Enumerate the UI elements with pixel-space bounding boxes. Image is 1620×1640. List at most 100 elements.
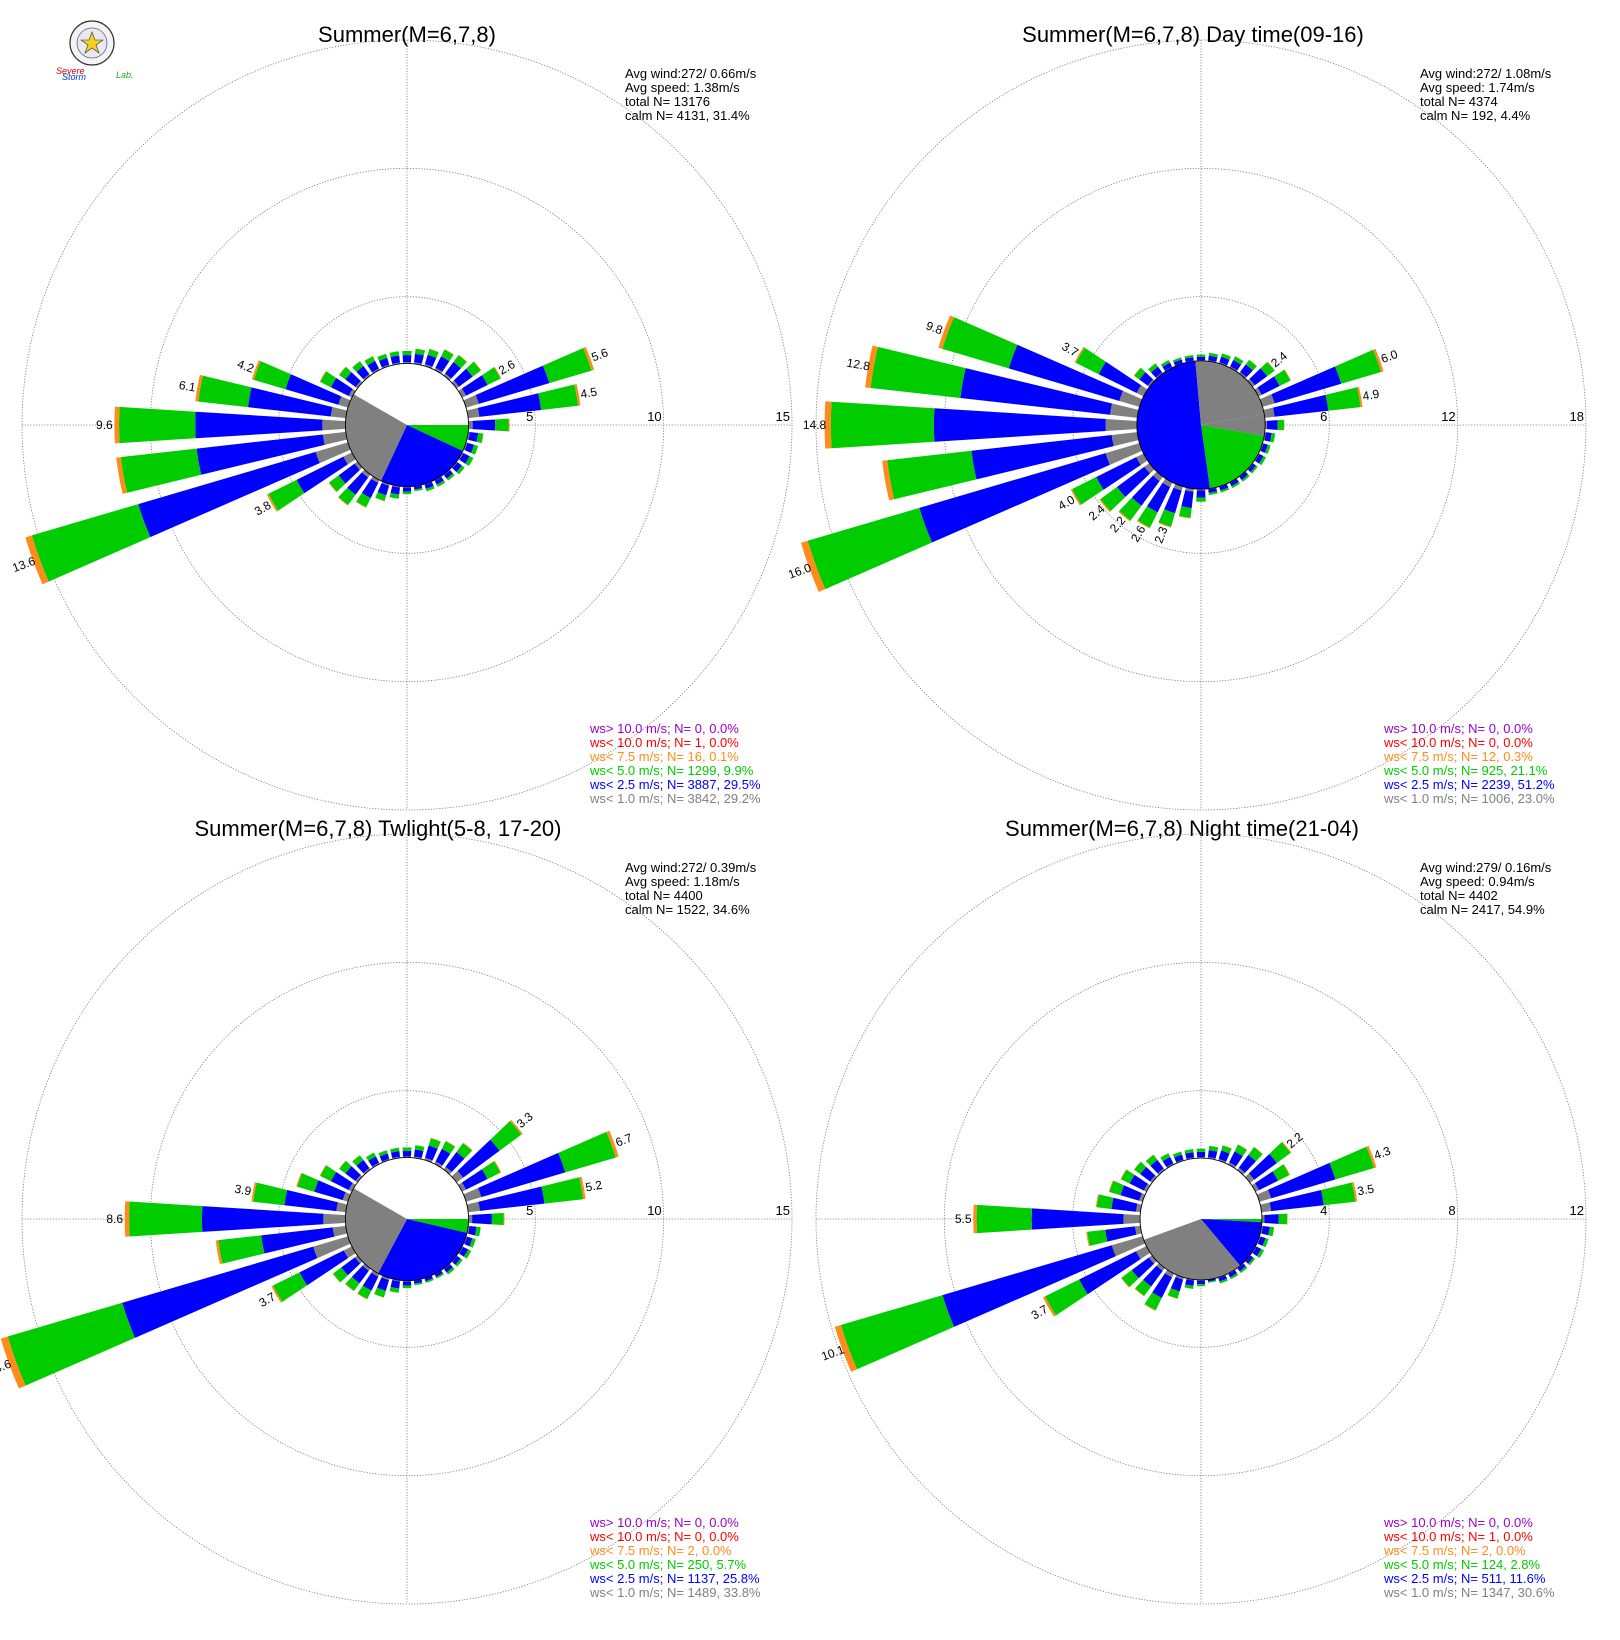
wind-bar-segment-cat2 [314,1180,346,1201]
wind-bar-segment-cat4 [1366,1145,1377,1169]
bar-value-label: 4.2 [235,357,256,376]
wind-bar-segment-cat1 [1111,1236,1146,1257]
wind-bar [328,461,363,493]
wind-bar-segment-cat4 [1267,361,1276,371]
wind-bar-segment-cat3 [446,1267,455,1275]
bar-value-label: 2.3 [1152,524,1171,545]
wind-bar-segment-cat2 [1240,364,1253,378]
wind-bar-segment-cat1 [330,406,348,419]
ring-label: 4 [1320,1203,1327,1218]
ring-label: 10 [647,409,661,424]
wind-bar-segment-cat2 [1162,362,1173,371]
wind-bar: 6.0 [1259,347,1400,407]
legend-entry: ws< 7.5 m/s; N= 12, 0.3% [1383,749,1533,764]
wind-bar-segment-cat2 [1238,1154,1256,1173]
wind-bar-segment-cat2 [261,1227,335,1254]
wind-bar-segment-cat1 [1139,1193,1146,1202]
bar-value-label: 5.5 [955,1212,972,1226]
wind-bar-segment-cat2 [1120,1185,1142,1201]
wind-bar-segment-cat2 [1098,361,1142,394]
wind-bar-segment-cat2 [1031,1208,1124,1230]
wind-bar: 6.7 [463,1131,634,1202]
grid-ring [815,39,1587,811]
wind-bar-segment-cat2 [296,456,348,494]
wind-bar-segment-cat2 [402,487,412,492]
wind-bar [365,1152,380,1168]
wind-bar-segment-cat3 [333,1267,348,1283]
wind-bar [443,1142,473,1175]
wind-bar-segment-cat1 [1150,1175,1157,1183]
wind-bar-segment-cat3 [456,465,465,475]
wind-bar-segment-cat2 [452,1256,461,1265]
calm-n-text: calm N= 192, 4.4% [1420,108,1531,123]
wind-bar-segment-cat4 [1158,522,1172,528]
legend-entry: ws< 5.0 m/s; N= 925, 21.1% [1383,763,1548,778]
ring-label: 12 [1441,409,1455,424]
grid-ring [815,833,1587,1605]
wind-bar-segment-cat3 [389,492,400,499]
wind-bar-segment-cat4 [1145,1154,1154,1162]
wind-bar-segment-cat2 [445,1151,465,1172]
wind-bar [466,1225,481,1237]
panel-title: Summer(M=6,7,8) Day time(09-16) [1022,22,1364,47]
wind-bar-segment-cat2 [247,387,333,417]
wind-bar-segment-cat2 [341,1257,361,1276]
avg-wind-text: Avg wind:272/ 0.39m/s [625,860,757,875]
wind-bar [1178,487,1194,519]
avg-wind-text: Avg wind:272/ 0.66m/s [625,66,757,81]
wind-bar [1196,1279,1206,1287]
wind-bar-segment-cat2 [1248,1153,1277,1180]
wind-bar-segment-cat1 [466,1201,480,1213]
wind-bar-segment-cat2 [1185,1279,1195,1286]
wind-bar-segment-cat3 [345,1276,360,1291]
wind-bar-segment-cat4 [1237,1144,1248,1150]
wind-bar-segment-cat3 [1208,1145,1219,1152]
wind-bar-segment-cat2 [368,1156,380,1167]
wind-bar-segment-cat3 [272,1272,308,1302]
wind-bar-segment-cat4 [124,1201,130,1237]
wind-bar-segment-cat2 [434,1270,443,1278]
wind-bar-segment-cat1 [1261,1215,1265,1223]
calm-slice [378,1219,468,1281]
ring-label: 10 [647,1203,661,1218]
wind-bar-segment-cat2 [122,1246,318,1338]
wind-bar-segment-cat4 [0,1336,26,1389]
wind-bar-segment-cat4 [583,346,595,371]
wind-bar: 5.5 [955,1204,1141,1234]
calm-slice [1201,1219,1262,1266]
wind-bar-segment-cat3 [446,473,455,481]
bar-value-label: 6.7 [614,1131,635,1150]
wind-bar-segment-cat2 [453,368,473,387]
wind-bar-segment-cat2 [390,355,400,364]
wind-bar-segment-cat2 [1196,1151,1206,1158]
calm-circle-outline [344,362,470,488]
legend-entry: ws< 2.5 m/s; N= 3887, 29.5% [589,777,761,792]
wind-bar-segment-cat4 [352,1154,360,1162]
bar-value-label: 14.8 [803,418,827,432]
wind-bar-segment-cat2 [461,1169,488,1190]
total-n-text: total N= 4400 [625,888,703,903]
wind-bar-segment-cat3 [1229,1273,1239,1280]
wind-bar-segment-cat4 [296,1172,303,1187]
wind-bar-segment-cat3 [1262,1237,1269,1248]
wind-bar-segment-cat2 [1218,1275,1228,1282]
wind-bar-segment-cat4 [1070,488,1082,506]
wind-bar-segment-cat4 [481,433,484,444]
wind-bar-segment-cat3 [218,1235,265,1264]
wind-bar-segment-cat3 [1109,1180,1125,1196]
wind-bar-segment-cat3 [495,418,509,432]
wind-bar-segment-cat3 [1264,444,1271,455]
wind-bar-segment-cat3 [374,1287,386,1298]
wind-bar-segment-cat4 [882,460,895,501]
wind-bar-segment-cat4 [332,1273,341,1283]
wind-bar-segment-cat1 [1157,1168,1165,1175]
wind-bar-segment-cat3 [389,351,400,358]
bar-value-label: 10.1 [819,1342,846,1363]
wind-bar-segment-cat2 [1152,1273,1173,1298]
wind-bar-segment-cat1 [1156,1263,1165,1271]
calm-slice [345,394,407,481]
wind-bar-segment-cat1 [1152,471,1163,482]
wind-bar-segment-cat4 [338,366,346,376]
wind-bar-segment-cat1 [468,1214,473,1224]
wind-bar-segment-cat1 [1148,1255,1157,1264]
